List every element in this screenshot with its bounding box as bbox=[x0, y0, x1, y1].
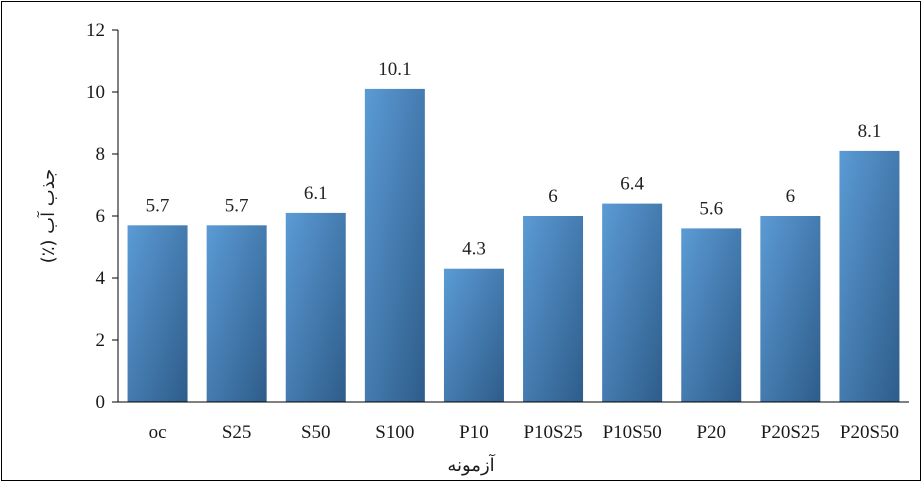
bar bbox=[602, 203, 663, 402]
x-tick-label: P10S50 bbox=[603, 422, 662, 443]
bar bbox=[523, 216, 584, 402]
bar bbox=[443, 268, 504, 402]
y-tick-label: 6 bbox=[96, 206, 106, 227]
bar bbox=[285, 212, 346, 402]
y-axis-title: جذب آب (٪) bbox=[36, 169, 59, 264]
x-tick-label: P20 bbox=[696, 422, 726, 443]
bar bbox=[127, 225, 188, 402]
data-label: 5.7 bbox=[225, 195, 249, 216]
y-tick-label: 12 bbox=[86, 20, 105, 41]
x-tick-label: oc bbox=[149, 422, 167, 443]
data-label: 4.3 bbox=[462, 239, 486, 260]
data-label: 6 bbox=[548, 186, 558, 207]
bar bbox=[760, 216, 821, 402]
data-label: 10.1 bbox=[378, 59, 411, 80]
bar bbox=[206, 225, 267, 402]
data-label: 8.1 bbox=[858, 121, 882, 142]
bar bbox=[681, 228, 742, 402]
x-tick-label: P20S25 bbox=[761, 422, 820, 443]
y-tick-label: 2 bbox=[96, 330, 106, 351]
data-label: 6.1 bbox=[304, 183, 328, 204]
x-tick-label: P20S50 bbox=[840, 422, 899, 443]
data-label: 5.6 bbox=[699, 198, 723, 219]
x-tick-label: S100 bbox=[375, 422, 414, 443]
y-tick-label: 8 bbox=[96, 144, 106, 165]
x-tick-label: P10 bbox=[459, 422, 489, 443]
x-tick-label: P10S25 bbox=[523, 422, 582, 443]
bar bbox=[364, 88, 425, 403]
y-tick-label: 10 bbox=[86, 82, 105, 103]
y-tick-label: 0 bbox=[96, 392, 106, 413]
x-tick-label: S25 bbox=[222, 422, 252, 443]
x-tick-label: S50 bbox=[301, 422, 331, 443]
y-tick-label: 4 bbox=[96, 268, 106, 289]
data-label: 5.7 bbox=[146, 195, 170, 216]
x-axis-title: آزمونه bbox=[447, 453, 495, 476]
data-label: 6.4 bbox=[620, 174, 644, 195]
bar bbox=[839, 150, 900, 402]
data-label: 6 bbox=[786, 186, 796, 207]
